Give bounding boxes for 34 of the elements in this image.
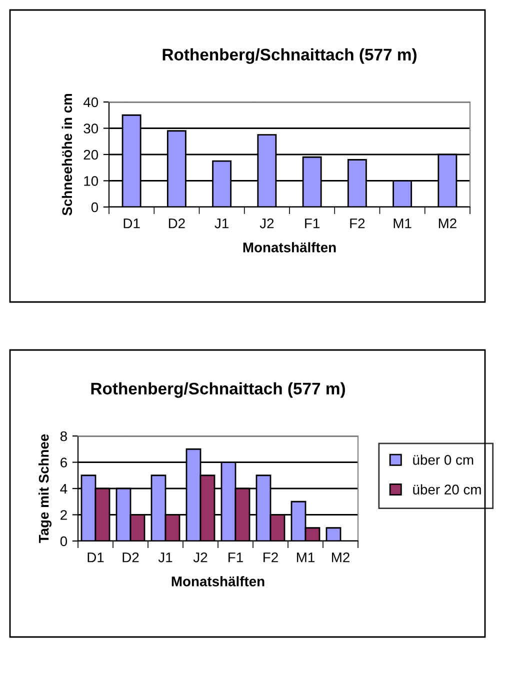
x-tick-label: J2	[193, 552, 208, 562]
x-tick-label: F1	[305, 218, 320, 228]
x-tick-label: F2	[264, 552, 278, 562]
x-tick-label: M1	[394, 218, 412, 228]
y-tick-label: 20	[84, 150, 98, 160]
y-tick-label: 0	[60, 536, 68, 546]
x-axis-title: Monatshälften	[172, 576, 264, 586]
x-tick-label: D1	[88, 552, 104, 562]
x-axis-title: Monatshälften	[243, 242, 336, 252]
x-tick-label: J2	[260, 218, 274, 228]
x-tick-label: D1	[124, 218, 140, 228]
y-tick-label: 6	[60, 458, 67, 468]
y-tick-label: 30	[84, 124, 98, 134]
y-axis-title: Schneehöhe in cm	[62, 94, 72, 216]
y-tick-label: 2	[60, 510, 67, 520]
y-tick-label: 40	[83, 97, 98, 108]
x-tick-label: J1	[214, 218, 228, 228]
y-tick-label: 10	[84, 176, 98, 186]
x-tick-label: F2	[350, 218, 365, 228]
x-tick-label: F1	[228, 552, 243, 562]
y-tick-label: 8	[60, 431, 67, 442]
x-tick-label: M1	[296, 552, 314, 562]
y-tick-label: 4	[60, 484, 68, 494]
x-tick-label: J1	[158, 552, 172, 562]
y-tick-label: 0	[91, 202, 98, 212]
chart-title: Rothenberg/Schnaittach (577 m)	[91, 382, 345, 398]
chart-title: Rothenberg/Schnaittach (577 m)	[162, 48, 416, 64]
x-tick-label: M2	[332, 552, 350, 562]
x-tick-label: D2	[122, 552, 139, 562]
x-tick-label: M2	[438, 218, 456, 228]
x-tick-label: D2	[168, 218, 185, 228]
legend-label: über 20 cm	[413, 484, 481, 495]
legend-label: über 0 cm	[413, 454, 474, 465]
y-axis-title: Tage mit Schnee	[38, 434, 52, 544]
